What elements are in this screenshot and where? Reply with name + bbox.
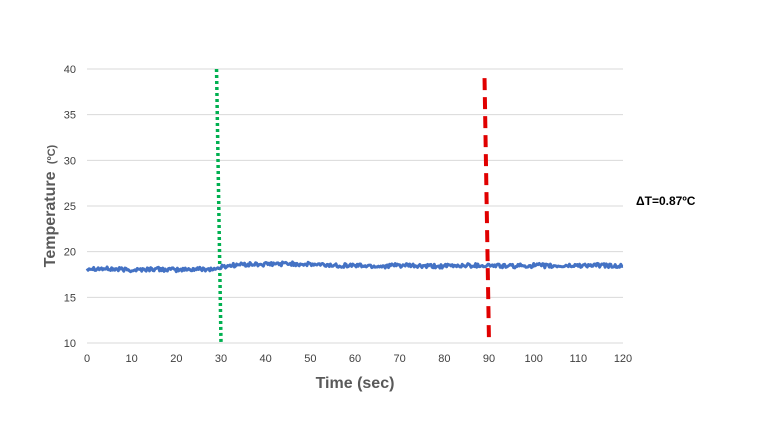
x-tick-label: 30: [215, 353, 227, 365]
y-axis-ticks: 10 15 20 25 30 35 40: [64, 64, 76, 350]
delta-t-annotation: ΔT=0.87ºC: [636, 194, 696, 208]
y-tick-label: 30: [64, 155, 76, 167]
x-tick-label: 70: [394, 353, 406, 365]
x-tick-label: 60: [349, 353, 361, 365]
y-tick-label: 35: [64, 110, 76, 122]
marker-lines: [214, 68, 491, 344]
x-tick-label: 20: [170, 353, 182, 365]
x-tick-label: 40: [260, 353, 272, 365]
y-tick-label: 15: [64, 292, 76, 304]
gridlines: [87, 68, 623, 344]
y-axis-title-unit: (ºC): [46, 144, 58, 164]
y-tick-label: 40: [64, 64, 76, 76]
y-tick-label: 25: [64, 201, 76, 213]
y-tick-label: 10: [64, 338, 76, 350]
x-tick-label: 120: [614, 353, 632, 365]
x-tick-label: 10: [126, 353, 138, 365]
marker-line-red: [482, 78, 491, 344]
x-tick-label: 50: [304, 353, 316, 365]
y-axis-title: Temperature (ºC): [42, 144, 59, 267]
y-tick-label: 20: [64, 247, 76, 259]
series-layer: [85, 260, 624, 274]
x-tick-label: 80: [438, 353, 450, 365]
x-axis-ticks: 0 10 20 30 40 50 60 70 80 90 100 110 120: [84, 353, 632, 365]
x-axis-title: Time (sec): [316, 375, 395, 392]
y-axis-title-main: Temperature: [42, 171, 59, 267]
series-line-temperature: [85, 260, 624, 274]
x-tick-label: 90: [483, 353, 495, 365]
x-tick-label: 110: [570, 353, 588, 365]
x-tick-label: 100: [524, 353, 542, 365]
x-tick-label: 0: [84, 353, 90, 365]
marker-line-green: [214, 68, 223, 344]
